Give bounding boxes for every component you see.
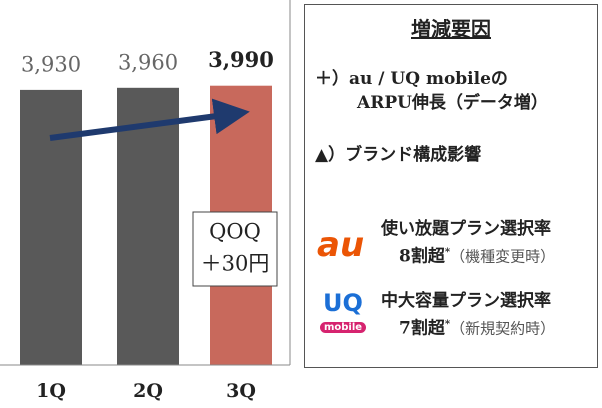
factor-line: ARPU伸長（データ増）	[357, 93, 548, 113]
uq-logo: UQ mobile	[317, 291, 369, 334]
factor-line: ＋）au / UQ mobileの	[315, 69, 508, 89]
qoq-box	[192, 211, 278, 287]
value-label: 3,990	[208, 47, 274, 72]
uq-logo-text: UQ	[323, 289, 363, 317]
chart: 3,930 1Q 3,960 2Q 3,990 3Q QOQ ＋30円	[0, 0, 291, 402]
factor-line: ▲）ブランド構成影響	[315, 145, 482, 165]
factor: ＋）au / UQ mobileの ARPU伸長（データ増）	[315, 67, 548, 115]
rate: 7割超	[399, 318, 445, 339]
factor-line: 使い放題プラン選択率	[381, 219, 551, 239]
factor-panel: 増減要因 ＋）au / UQ mobileの ARPU伸長（データ増） ▲）ブラ…	[304, 4, 598, 368]
annotation: QOQ	[209, 220, 261, 244]
trend-arrow	[49, 98, 250, 141]
uq-logo-sub: mobile	[319, 322, 367, 333]
x-tick-label: 3Q	[226, 380, 256, 402]
value-label: 3,960	[118, 50, 178, 74]
value-label: 3,930	[21, 52, 81, 76]
note: （新規契約時）	[450, 319, 556, 338]
au-logo: au	[317, 225, 365, 265]
panel-title: 増減要因	[411, 17, 491, 41]
x-tick-label: 1Q	[36, 380, 66, 402]
bar	[20, 89, 82, 366]
factor-line: 中大容量プラン選択率	[381, 291, 551, 311]
factor: ▲）ブランド構成影響	[315, 143, 481, 167]
note: （機種変更時）	[450, 247, 556, 266]
annotation: ＋30円	[201, 252, 270, 276]
factor: 使い放題プラン選択率 8割超*（機種変更時）	[381, 217, 555, 269]
rate: 8割超	[399, 246, 445, 267]
footnote-mark: *	[444, 319, 451, 330]
bar	[117, 87, 179, 366]
factor: 中大容量プラン選択率 7割超*（新規契約時）	[381, 289, 555, 341]
x-tick-label: 2Q	[133, 380, 163, 402]
footnote-mark: *	[444, 247, 451, 258]
